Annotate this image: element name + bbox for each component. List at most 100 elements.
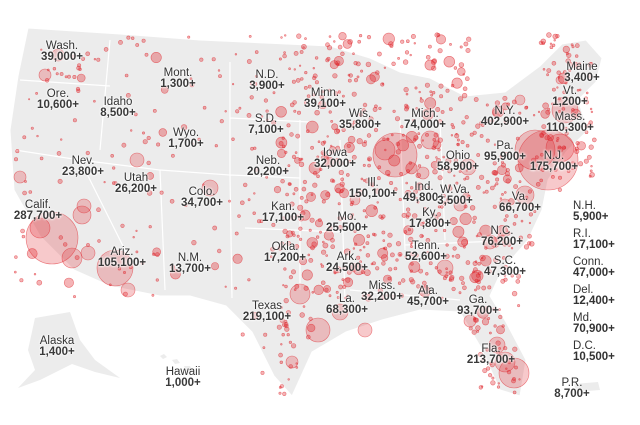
county-bubble (500, 162, 506, 168)
county-bubble (362, 245, 366, 249)
county-bubble (59, 72, 64, 76)
county-bubble (564, 126, 568, 131)
county-bubble (271, 222, 276, 227)
county-bubble (534, 155, 539, 160)
county-bubble (462, 192, 470, 201)
county-bubble (307, 84, 312, 89)
county-bubble (296, 110, 301, 115)
state-name: Alaska (39, 335, 75, 347)
case-count: 17,100+ (262, 212, 304, 224)
county-bubble (381, 261, 386, 266)
county-bubble (158, 128, 168, 137)
county-bubble (314, 80, 319, 85)
county-bubble (284, 284, 288, 289)
county-bubble (320, 264, 325, 268)
county-bubble (495, 177, 500, 182)
county-bubble (533, 210, 537, 214)
state-label-ill: Ill. 150,100+ (349, 177, 397, 200)
county-bubble (562, 90, 567, 95)
county-bubble (250, 146, 254, 151)
county-bubble (465, 169, 469, 172)
state-name: R.I. (573, 228, 591, 240)
county-bubble (28, 190, 33, 194)
county-bubble (240, 200, 245, 206)
county-bubble (22, 135, 27, 140)
county-bubble (246, 59, 252, 64)
county-bubble (472, 317, 478, 323)
county-bubble (383, 66, 387, 70)
county-bubble (234, 53, 238, 56)
county-bubble (427, 185, 431, 189)
county-bubble (557, 110, 561, 114)
county-bubble (306, 191, 316, 202)
county-bubble (436, 212, 442, 217)
county-bubble (375, 266, 380, 271)
county-bubble (473, 97, 479, 102)
case-count: 17,800+ (409, 218, 451, 230)
county-bubble (441, 167, 445, 171)
county-bubble (462, 86, 468, 92)
state-label-ga: Ga. 93,700+ (457, 294, 499, 317)
county-bubble (265, 118, 269, 122)
state-name: Kan. (271, 201, 295, 213)
county-bubble (561, 107, 566, 111)
county-bubble (293, 68, 296, 71)
county-bubble (464, 76, 470, 81)
county-bubble (513, 214, 519, 219)
county-bubble (398, 197, 402, 202)
county-bubble (96, 207, 101, 212)
county-bubble (211, 262, 220, 271)
county-bubble (299, 312, 305, 318)
county-bubble (387, 276, 392, 281)
county-bubble (329, 146, 337, 154)
county-bubble (481, 318, 490, 326)
state-label-maine: Maine 3,400+ (564, 61, 600, 84)
county-bubble (502, 241, 508, 247)
county-bubble (281, 322, 287, 328)
county-bubble (573, 62, 578, 67)
county-bubble (490, 380, 496, 386)
county-bubble (401, 278, 406, 283)
county-bubble (430, 93, 434, 97)
county-bubble (424, 82, 430, 88)
county-bubble (492, 307, 496, 312)
state-label-mont: Mont. 1,300+ (160, 67, 196, 90)
county-bubble (539, 178, 544, 183)
county-bubble (280, 241, 285, 246)
county-bubble (402, 59, 409, 65)
county-bubble (295, 362, 298, 365)
county-bubble (453, 198, 467, 212)
county-bubble (494, 100, 501, 106)
county-bubble (406, 207, 411, 212)
state-label-idaho: Idaho 8,500+ (100, 96, 136, 119)
county-bubble (286, 333, 290, 337)
case-count: 105,100+ (97, 257, 147, 269)
county-bubble (441, 193, 446, 199)
county-bubble (525, 105, 529, 109)
county-bubble (459, 158, 477, 176)
county-bubble (308, 257, 314, 263)
county-bubble (360, 177, 364, 181)
county-bubble (555, 75, 565, 85)
county-bubble (110, 154, 114, 158)
state-label-iowa: Iowa 32,000+ (314, 147, 356, 170)
side-label-md: Md. 70,900+ (573, 312, 615, 335)
county-bubble (479, 254, 486, 262)
county-bubble (503, 120, 507, 124)
county-bubble (437, 175, 443, 181)
county-bubble (169, 199, 175, 204)
county-bubble (430, 161, 439, 169)
county-bubble (232, 82, 235, 86)
county-bubble (211, 57, 216, 62)
county-bubble (440, 296, 444, 300)
county-bubble (497, 165, 507, 175)
county-bubble (474, 288, 477, 292)
county-bubble (434, 216, 439, 221)
county-bubble (561, 101, 566, 107)
county-bubble (587, 73, 592, 78)
state-name: Mass. (554, 111, 586, 123)
county-bubble (445, 267, 448, 271)
case-count: 17,100+ (573, 239, 615, 251)
county-bubble (279, 317, 285, 323)
county-bubble (459, 212, 472, 225)
